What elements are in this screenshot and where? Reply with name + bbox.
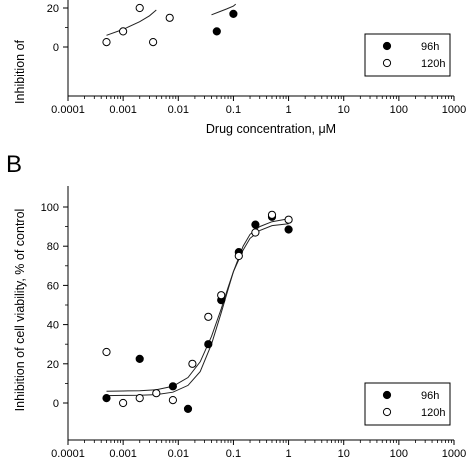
x-tick-label: 1000 — [442, 104, 466, 116]
x-tick-label: 0.1 — [226, 448, 241, 460]
fit-curve — [106, 218, 289, 397]
legend-marker — [382, 390, 392, 400]
x-tick-label: 1 — [286, 448, 292, 460]
x-axis-title: Drug concentration, μM — [206, 122, 336, 136]
y-tick-label: 0 — [53, 42, 59, 54]
data-point-120h — [102, 38, 111, 47]
data-point-120h — [119, 398, 128, 408]
data-point-96h — [251, 220, 260, 229]
x-tick-label: 0.1 — [226, 104, 241, 116]
y-tick-label: 20 — [47, 359, 59, 371]
data-point-96h — [183, 404, 193, 413]
data-point-120h — [149, 38, 158, 47]
data-point-96h — [102, 394, 111, 403]
legend-marker — [382, 407, 392, 417]
panel-letter-b: B — [6, 151, 22, 178]
y-tick-label: 40 — [47, 320, 59, 332]
x-tick-label: 100 — [390, 448, 408, 460]
fit-curve — [106, 9, 157, 36]
x-tick-label: 0.01 — [168, 104, 189, 116]
x-tick-label: 1000 — [442, 448, 466, 460]
x-tick-label: 10 — [338, 448, 350, 460]
data-point-120h — [204, 312, 213, 321]
data-point-120h — [135, 394, 144, 403]
data-point-96h — [168, 382, 177, 391]
data-point-96h — [284, 225, 293, 234]
y-tick-label: 60 — [47, 280, 59, 292]
data-point-120h — [251, 228, 260, 237]
legend-label: 96h — [421, 390, 439, 402]
x-tick-label: 0.0001 — [51, 448, 85, 460]
y-axis-title: Inhibition of — [13, 39, 27, 103]
fit-curve — [211, 3, 237, 16]
data-point-96h — [135, 354, 144, 363]
x-tick-label: 0.0001 — [51, 104, 85, 116]
data-point-120h — [102, 347, 111, 357]
x-tick-label: 10 — [338, 104, 350, 116]
data-point-120h — [284, 215, 293, 224]
data-point-120h — [267, 210, 277, 219]
data-point-120h — [119, 27, 128, 36]
x-tick-label: 1 — [286, 104, 292, 116]
panel-a-chart: 0.0001 0.001 0.01 0.1 1 10 100 1000 0 20 Drug conc… — [13, 0, 466, 136]
data-point-120h — [165, 13, 174, 22]
legend-box — [364, 33, 451, 77]
legend-label: 120h — [421, 407, 445, 419]
legend-box — [364, 382, 451, 426]
data-point-96h — [229, 9, 238, 18]
data-point-120h — [152, 389, 161, 398]
data-point-120h — [234, 251, 243, 261]
x-tick-label: 0.001 — [109, 104, 137, 116]
data-point-120h — [217, 291, 226, 300]
data-point-120h — [168, 396, 177, 405]
y-tick-label: 0 — [53, 398, 59, 410]
data-point-96h — [212, 27, 221, 36]
panel-b-chart: 0.0001 0.001 0.01 0.1 1 10 100 1000 0 20 40 60 80 100… — [13, 186, 466, 460]
legend-label: 120h — [421, 58, 445, 70]
y-axis-title: Inhibition of cell viability, % of contr… — [13, 209, 27, 412]
y-tick-label: 20 — [47, 3, 59, 15]
x-tick-label: 100 — [390, 104, 408, 116]
data-point-96h — [204, 340, 213, 349]
data-point-120h — [188, 359, 197, 368]
legend-marker — [382, 41, 392, 51]
y-tick-label: 100 — [41, 202, 59, 214]
legend-label: 96h — [421, 41, 439, 53]
legend-marker — [382, 58, 392, 68]
fit-curve — [106, 223, 289, 392]
data-point-120h — [135, 3, 144, 13]
y-tick-label: 80 — [47, 241, 59, 253]
x-tick-label: 0.01 — [168, 448, 189, 460]
x-tick-label: 0.001 — [109, 448, 137, 460]
